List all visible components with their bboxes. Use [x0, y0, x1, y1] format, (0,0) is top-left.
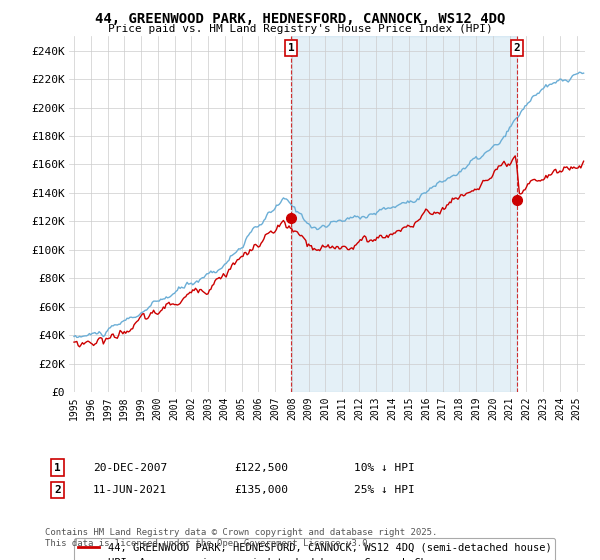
Text: Contains HM Land Registry data © Crown copyright and database right 2025.
This d: Contains HM Land Registry data © Crown c… — [45, 528, 437, 548]
Text: £135,000: £135,000 — [234, 485, 288, 495]
Text: 1: 1 — [54, 463, 61, 473]
Text: 10% ↓ HPI: 10% ↓ HPI — [354, 463, 415, 473]
Text: 2: 2 — [54, 485, 61, 495]
Text: 25% ↓ HPI: 25% ↓ HPI — [354, 485, 415, 495]
Text: 2: 2 — [514, 43, 520, 53]
Bar — [291, 36, 517, 392]
Text: 11-JUN-2021: 11-JUN-2021 — [93, 485, 167, 495]
Text: 44, GREENWOOD PARK, HEDNESFORD, CANNOCK, WS12 4DQ: 44, GREENWOOD PARK, HEDNESFORD, CANNOCK,… — [95, 12, 505, 26]
Text: Price paid vs. HM Land Registry's House Price Index (HPI): Price paid vs. HM Land Registry's House … — [107, 24, 493, 34]
Text: 20-DEC-2007: 20-DEC-2007 — [93, 463, 167, 473]
Text: 1: 1 — [288, 43, 295, 53]
Legend: 44, GREENWOOD PARK, HEDNESFORD, CANNOCK, WS12 4DQ (semi-detached house), HPI: Av: 44, GREENWOOD PARK, HEDNESFORD, CANNOCK,… — [74, 538, 556, 560]
Text: £122,500: £122,500 — [234, 463, 288, 473]
